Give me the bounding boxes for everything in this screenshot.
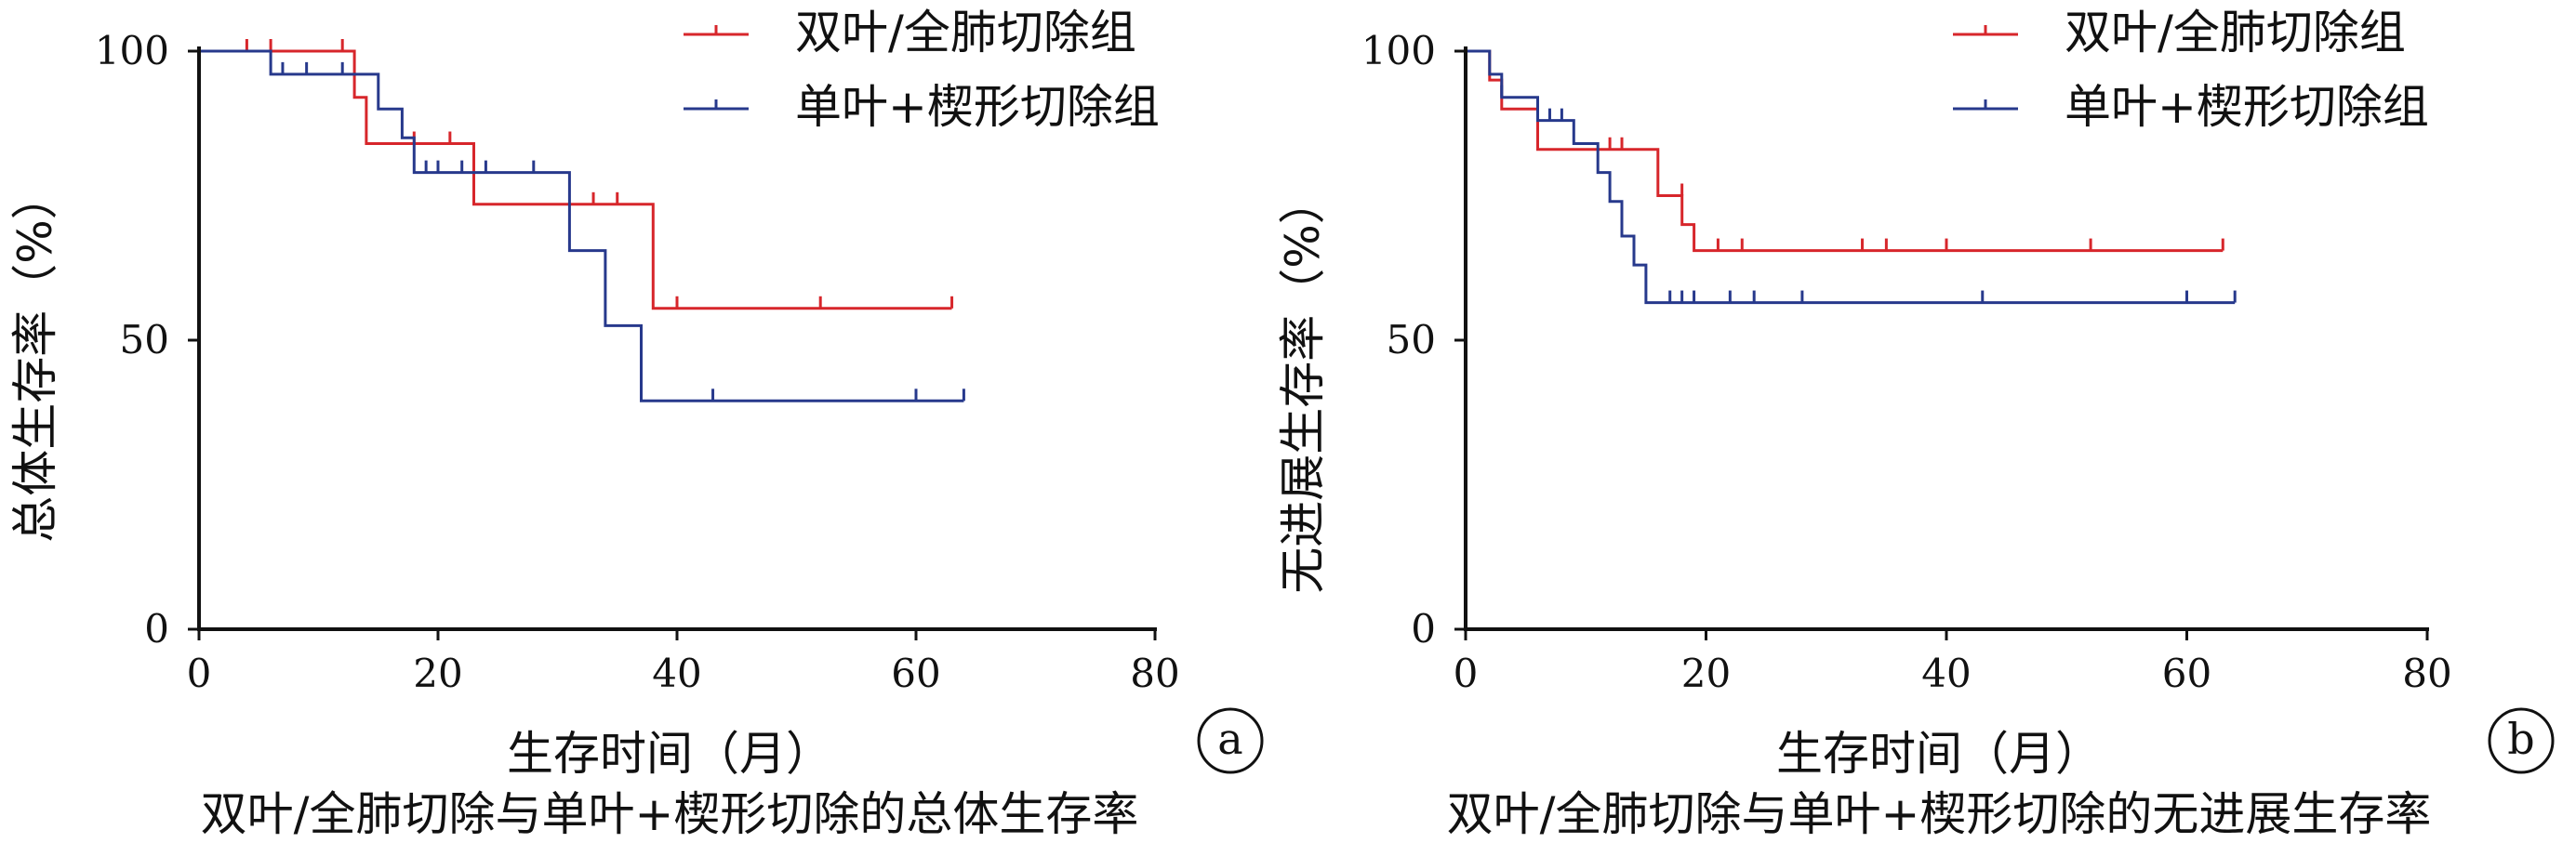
panel-a-axes: 0 20 40 60 80 0 50 100 bbox=[95, 28, 1180, 696]
panel-b-x-axis-title: 生存时间（月） bbox=[1776, 727, 2102, 781]
panel-b-letter: b bbox=[2507, 714, 2534, 764]
panel-a-caption: 双叶/全肺切除与单叶+楔形切除的总体生存率 bbox=[201, 787, 1139, 841]
panel-b-x-tick-label-60: 60 bbox=[2162, 651, 2211, 696]
panel-b-legend-label-single: 单叶+楔形切除组 bbox=[2065, 80, 2429, 134]
panel-b-x-tick-label-40: 40 bbox=[1921, 651, 1971, 696]
panel-a-y-tick-label-50: 50 bbox=[120, 317, 169, 362]
panel-b-caption: 双叶/全肺切除与单叶+楔形切除的无进展生存率 bbox=[1447, 787, 2432, 841]
panel-a-y-tick-label-0: 0 bbox=[144, 606, 169, 652]
panel-a-legend: 双叶/全肺切除组 单叶+楔形切除组 bbox=[684, 6, 1160, 134]
panel-a-x-tick-label-40: 40 bbox=[652, 651, 701, 696]
panel-a-series-single-line bbox=[199, 49, 964, 402]
panel-a-x-tick-label-0: 0 bbox=[187, 651, 212, 696]
panel-a-x-tick-label-60: 60 bbox=[891, 651, 940, 696]
panel-b-y-tick-label-100: 100 bbox=[1361, 28, 1436, 73]
panel-b-progression-free-survival: 0 20 40 60 80 0 50 100 无进展生存率（%） 生存时间（月） 双叶/全肺切… bbox=[1276, 6, 2555, 841]
panel-b-x-tick-label-80: 80 bbox=[2402, 651, 2451, 696]
panel-a-letter-circle bbox=[1197, 707, 1264, 774]
panel-b-legend-label-double: 双叶/全肺切除组 bbox=[2065, 6, 2406, 59]
panel-a-y-axis-title: 总体生存率（%） bbox=[8, 173, 62, 543]
panel-a-y-tick-label-100: 100 bbox=[95, 28, 169, 73]
panel-a-legend-label-double: 双叶/全肺切除组 bbox=[795, 6, 1136, 59]
panel-b-series-layer bbox=[1466, 49, 2237, 305]
panel-b-legend: 双叶/全肺切除组 单叶+楔形切除组 bbox=[1953, 6, 2429, 134]
panel-b-letter-circle bbox=[2488, 707, 2555, 774]
panel-a-x-tick-label-20: 20 bbox=[413, 651, 462, 696]
panel-a-letter: a bbox=[1217, 714, 1242, 764]
panel-b-series-single-line bbox=[1466, 49, 2236, 305]
panel-a-x-tick-label-80: 80 bbox=[1130, 651, 1179, 696]
panel-b-y-axis-title: 无进展生存率（%） bbox=[1276, 178, 1330, 594]
panel-a-legend-label-single: 单叶+楔形切除组 bbox=[795, 80, 1160, 134]
panel-b-x-tick-label-20: 20 bbox=[1681, 651, 1731, 696]
panel-a-overall-survival: 0 20 40 60 80 0 50 100 总体生存率（%） 生存时间（月） 双叶/全肺切除… bbox=[8, 6, 1264, 841]
panel-a-series-layer bbox=[199, 39, 965, 402]
panel-b-y-tick-label-0: 0 bbox=[1411, 606, 1436, 652]
panel-b-x-tick-label-0: 0 bbox=[1454, 651, 1479, 696]
panel-a-x-axis-title: 生存时间（月） bbox=[507, 727, 832, 781]
panel-b-axes: 0 20 40 60 80 0 50 100 bbox=[1361, 28, 2452, 696]
panel-b-y-tick-label-50: 50 bbox=[1387, 317, 1436, 362]
